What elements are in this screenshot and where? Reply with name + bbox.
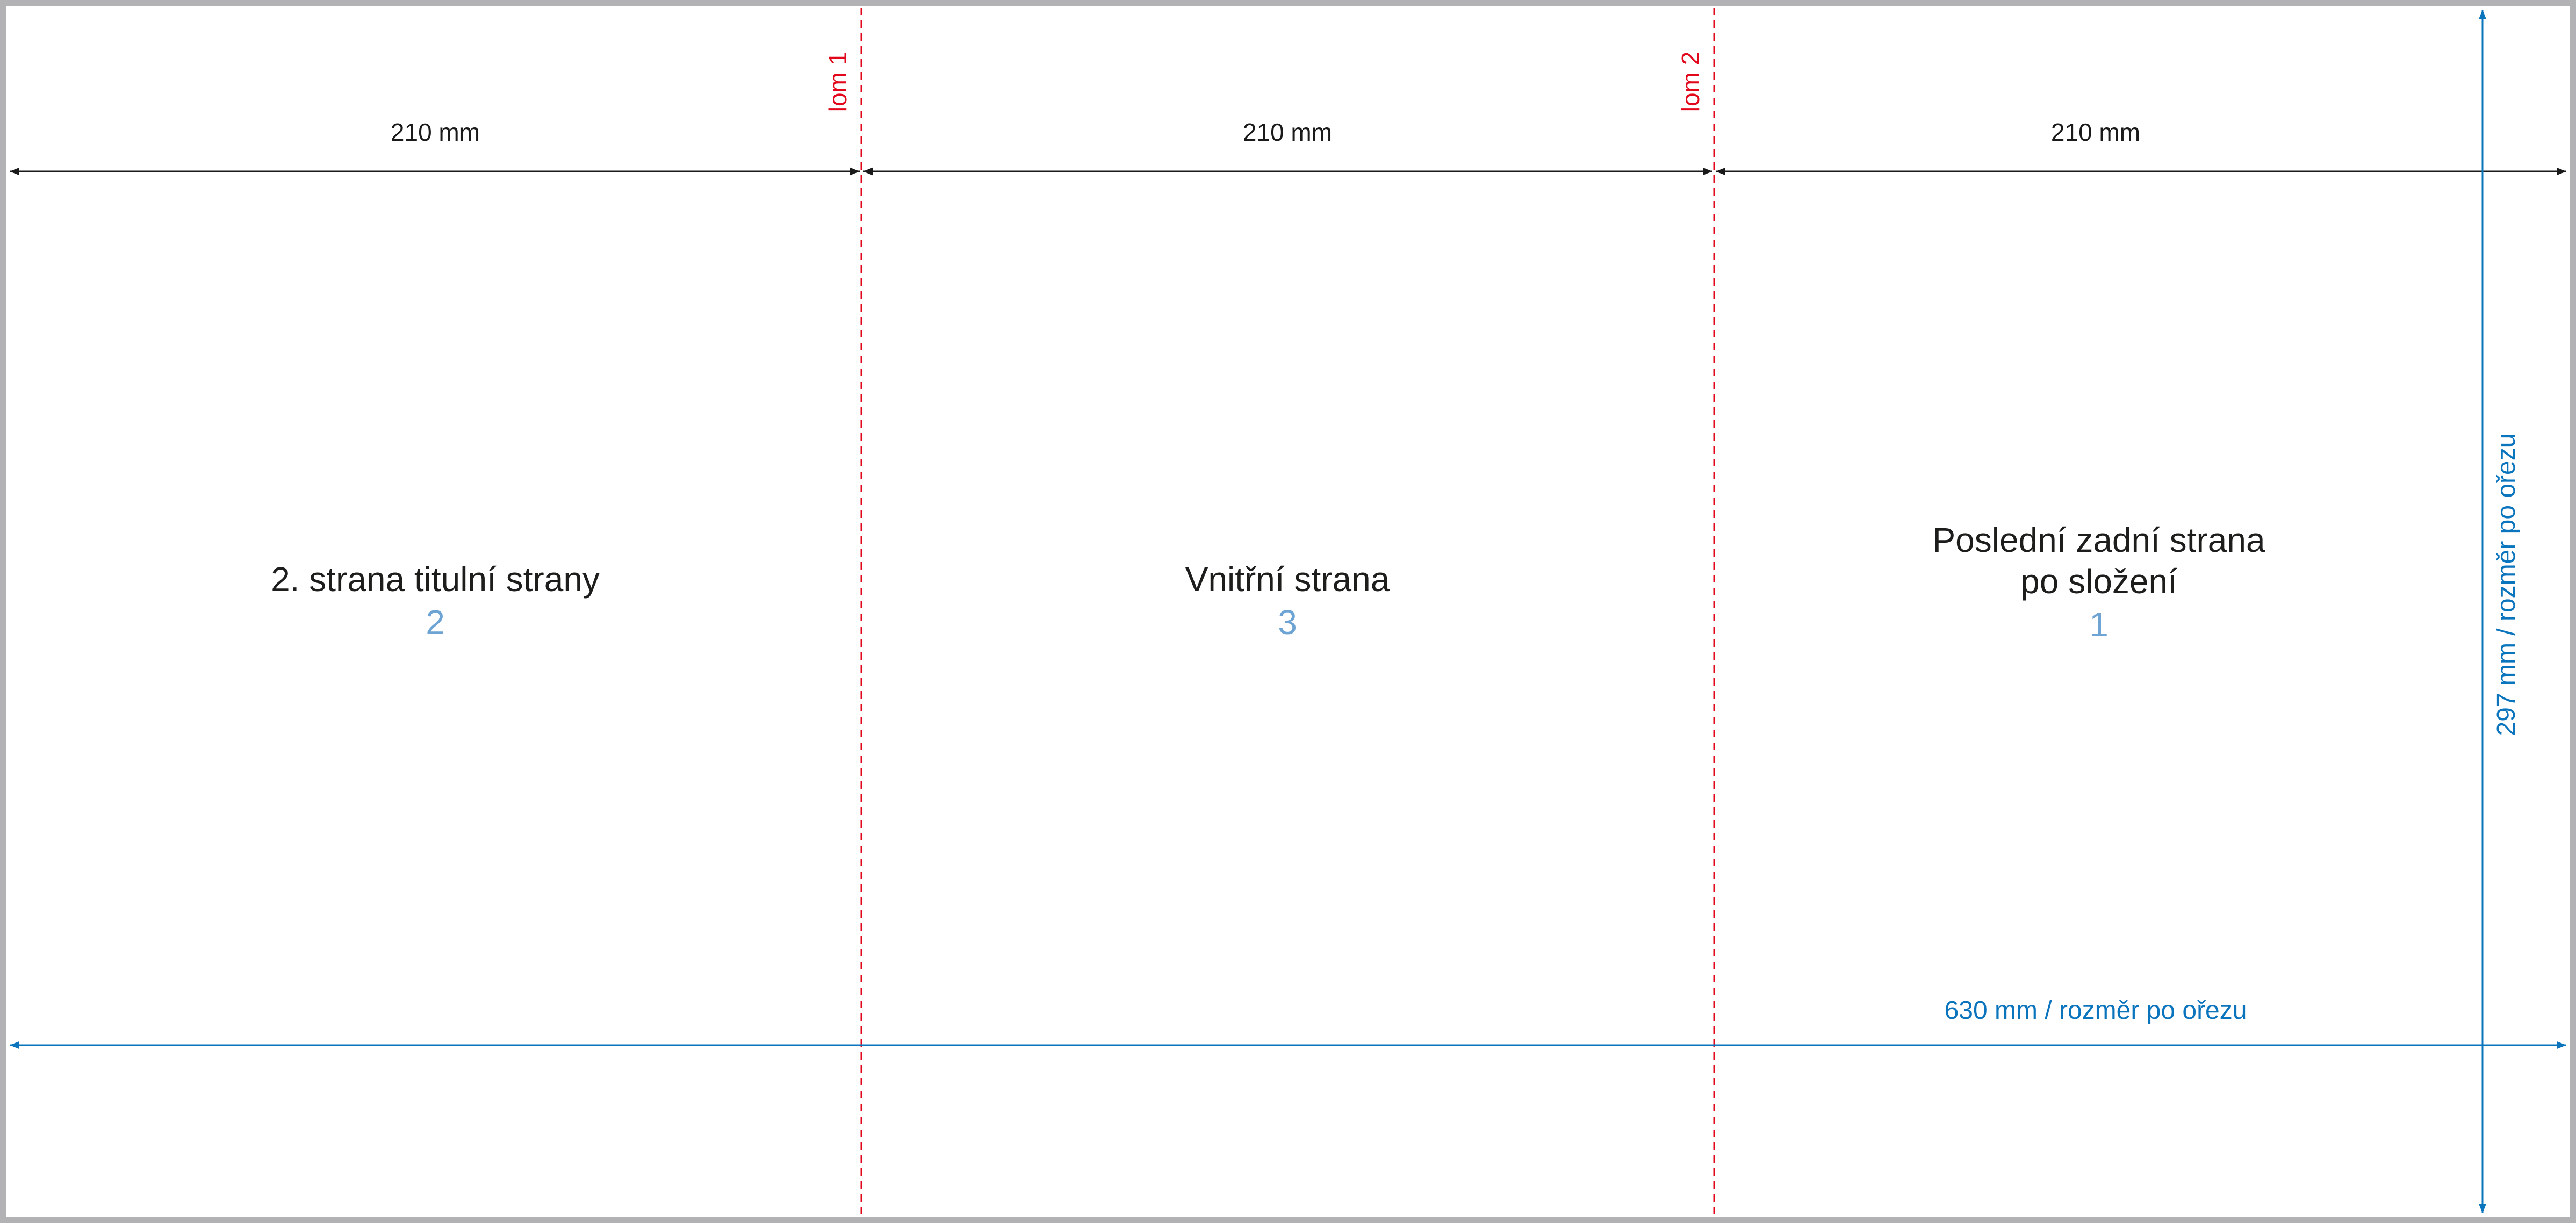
total-width-label: 630 mm / rozměr po ořezu [1945, 996, 2247, 1025]
panel-2-title: Vnitřní strana [1185, 560, 1390, 599]
panel-3-title-line-2: po složení [2020, 562, 2177, 601]
fold-label-1: lom 1 [824, 52, 852, 112]
panel-1-page-number: 2 [426, 603, 445, 642]
total-height-label: 297 mm / rozměr po ořezu [2492, 434, 2521, 736]
panel-1-title: 2. strana titulní strany [271, 560, 600, 599]
panel-3-title-line-1: Poslední zadní strana [1932, 521, 2265, 559]
panel-3-page-number: 1 [2089, 605, 2109, 644]
panel-2-page-number: 3 [1278, 603, 1297, 642]
panel-2-width-label: 210 mm [1243, 118, 1332, 146]
panel-3-width-label: 210 mm [2051, 118, 2140, 146]
fold-label-2: lom 2 [1676, 52, 1704, 112]
panel-1-width-label: 210 mm [391, 118, 480, 146]
